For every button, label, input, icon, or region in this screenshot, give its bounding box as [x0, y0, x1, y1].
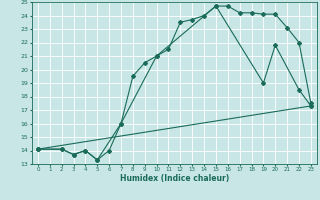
- X-axis label: Humidex (Indice chaleur): Humidex (Indice chaleur): [120, 174, 229, 183]
